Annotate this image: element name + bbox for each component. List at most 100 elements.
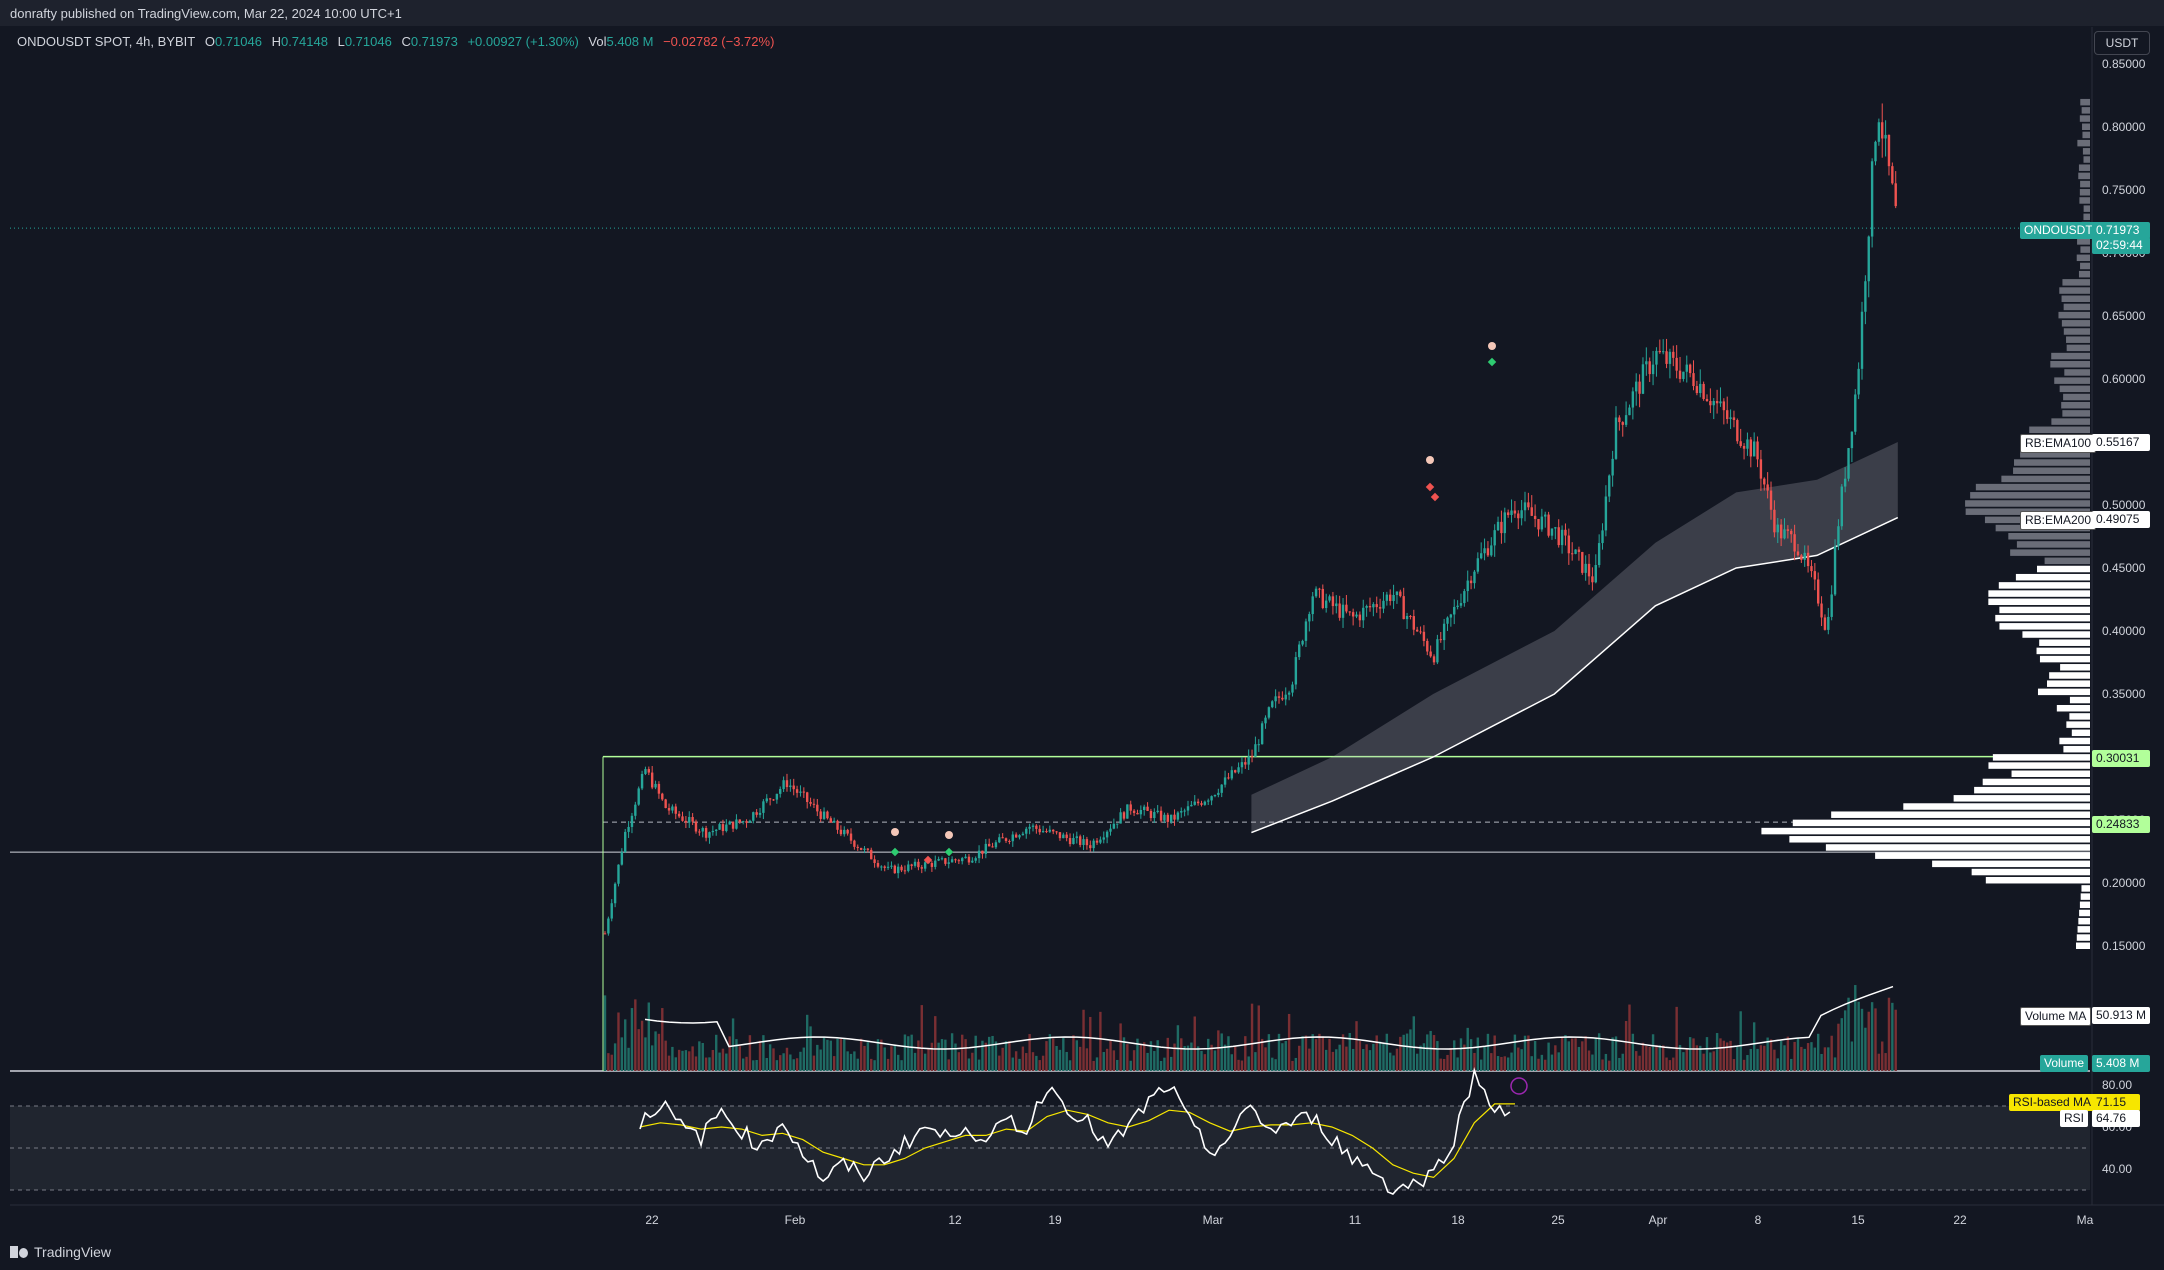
volume-bar bbox=[1763, 1045, 1766, 1071]
candle-body bbox=[998, 837, 1001, 843]
volume-bar bbox=[893, 1045, 897, 1071]
alert-bolt-icon[interactable] bbox=[1510, 1077, 1528, 1095]
candle-body bbox=[1614, 417, 1618, 459]
volume-bar bbox=[1496, 1056, 1500, 1071]
volume-bar bbox=[1554, 1045, 1557, 1071]
volume-bar bbox=[806, 1014, 809, 1071]
candle-body bbox=[1358, 614, 1362, 621]
volume-profile-bar bbox=[2063, 393, 2090, 401]
candle-body bbox=[1658, 350, 1662, 353]
volume-bar bbox=[1298, 1045, 1301, 1071]
volume-bar bbox=[1621, 1053, 1624, 1071]
legend-o-label: O bbox=[204, 34, 215, 49]
candle-body bbox=[1776, 524, 1779, 533]
candle-body bbox=[1200, 803, 1203, 805]
chart-canvas[interactable]: 0.850000.800000.750000.700000.650000.600… bbox=[0, 27, 2164, 1238]
legend-c-label: C bbox=[401, 34, 411, 49]
candle-body bbox=[1752, 441, 1756, 457]
volume-bar bbox=[1722, 1040, 1726, 1071]
candle-body bbox=[1291, 684, 1294, 693]
volume-bar bbox=[1422, 1043, 1426, 1071]
candle-body bbox=[721, 824, 725, 832]
volume-bar bbox=[765, 1057, 768, 1071]
volume-profile-bar bbox=[2082, 131, 2090, 139]
footer bbox=[0, 1238, 2164, 1270]
volume-bar bbox=[1641, 1042, 1645, 1071]
volume-bar bbox=[613, 1043, 617, 1071]
volume-profile-bar bbox=[2069, 696, 2090, 704]
candle-body bbox=[1601, 530, 1604, 544]
volume-bar bbox=[1078, 1046, 1082, 1071]
candle-body bbox=[1105, 831, 1109, 838]
candle-body bbox=[1176, 812, 1180, 820]
volume-bar bbox=[1894, 1009, 1897, 1071]
candle-body bbox=[913, 861, 917, 866]
volume-bar bbox=[1661, 1045, 1665, 1071]
resistance-tag: 0.30031 bbox=[2092, 750, 2150, 767]
candle-body bbox=[1527, 502, 1530, 508]
tradingview-logo[interactable]: TradingView bbox=[10, 1244, 111, 1260]
volume-bar bbox=[1540, 1054, 1544, 1071]
ema-cloud bbox=[1251, 442, 1898, 833]
volume-bar bbox=[1570, 1038, 1574, 1071]
volume-bar bbox=[1014, 1051, 1018, 1071]
candle-body bbox=[1864, 281, 1867, 312]
volume-bar bbox=[1560, 1036, 1564, 1071]
volume-bar bbox=[900, 1060, 903, 1071]
time-tick-label: Ma bbox=[2077, 1213, 2094, 1227]
candle-body bbox=[1143, 806, 1146, 810]
legend-symbol[interactable]: ONDOUSDT SPOT, 4h, BYBIT bbox=[17, 34, 196, 49]
candle-body bbox=[1173, 814, 1176, 820]
candle-body bbox=[896, 866, 900, 874]
volume-profile-bar bbox=[2076, 934, 2090, 941]
volume-bar bbox=[1503, 1056, 1506, 1071]
volume-bar bbox=[1105, 1048, 1109, 1071]
candle-body bbox=[1678, 370, 1682, 379]
candle-body bbox=[708, 832, 711, 838]
currency-selector[interactable]: USDT bbox=[2094, 31, 2150, 55]
candle-body bbox=[1271, 701, 1274, 708]
volume-bar bbox=[1813, 1047, 1817, 1071]
candle-body bbox=[1008, 840, 1011, 842]
volume-bar bbox=[752, 1060, 755, 1071]
candle-body bbox=[1166, 814, 1169, 822]
volume-bar bbox=[1264, 1047, 1267, 1071]
volume-bar bbox=[1183, 1046, 1186, 1071]
volume-profile-bar bbox=[2066, 336, 2090, 343]
volume-bar bbox=[1537, 1058, 1540, 1071]
candle-body bbox=[1217, 792, 1220, 795]
volume-bar bbox=[792, 1059, 795, 1071]
candle-body bbox=[1328, 596, 1331, 601]
candle-body bbox=[1668, 351, 1672, 364]
volume-profile-bar bbox=[2039, 639, 2090, 646]
candle-body bbox=[954, 859, 957, 861]
candle-body bbox=[1153, 812, 1156, 819]
candle-body bbox=[829, 818, 832, 823]
legend-volume-change: −0.02782 (−3.72%) bbox=[663, 34, 775, 49]
candle-body bbox=[1463, 591, 1466, 604]
candle-body bbox=[644, 769, 647, 774]
candle-body bbox=[1132, 810, 1136, 813]
candle-body bbox=[1712, 401, 1715, 406]
candle-body bbox=[718, 824, 721, 830]
candle-body bbox=[859, 847, 863, 850]
candle-body bbox=[1874, 141, 1877, 162]
volume-bar bbox=[957, 1052, 961, 1071]
candle-body bbox=[1631, 391, 1635, 408]
candle-body bbox=[1402, 596, 1405, 620]
candle-body bbox=[812, 803, 816, 805]
volume-bar bbox=[1854, 985, 1857, 1071]
time-tick-label: 22 bbox=[1953, 1213, 1967, 1227]
volume-profile-bar bbox=[2011, 770, 2090, 778]
symbol-name-tag: ONDOUSDT bbox=[2020, 222, 2097, 239]
volume-bar bbox=[1287, 1013, 1291, 1071]
candle-body bbox=[1233, 770, 1237, 773]
volume-bar bbox=[1126, 1044, 1129, 1071]
candle-body bbox=[957, 860, 961, 862]
volume-bar bbox=[1028, 1034, 1031, 1071]
volume-bar bbox=[1038, 1060, 1041, 1071]
volume-bar bbox=[1389, 1052, 1392, 1071]
volume-bar bbox=[1008, 1041, 1011, 1071]
volume-bar bbox=[1776, 1058, 1779, 1071]
volume-bar bbox=[1668, 1060, 1672, 1071]
